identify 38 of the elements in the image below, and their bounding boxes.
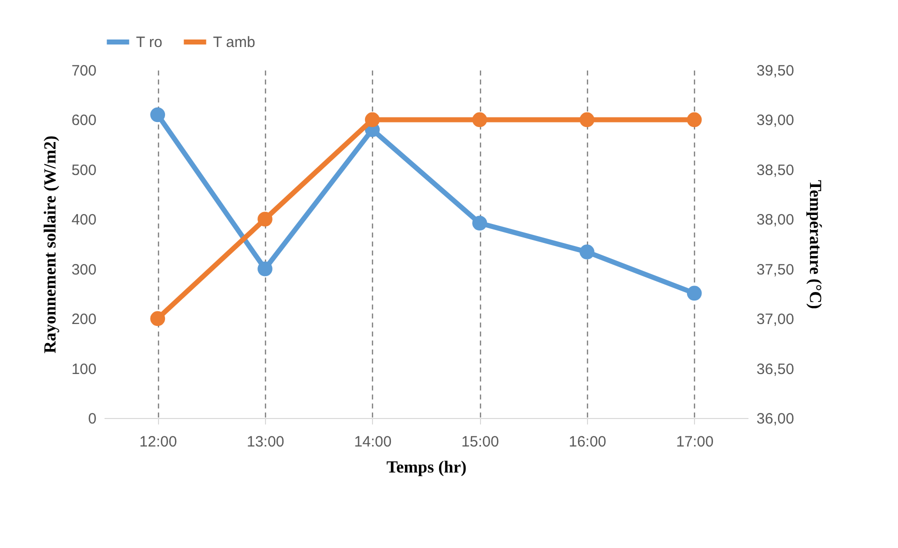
legend-label: T amb <box>213 34 256 51</box>
y2-tick-label: 38,50 <box>756 162 794 179</box>
y2-tick-label: 38,00 <box>756 212 794 229</box>
y2-tick-label: 36,50 <box>756 360 794 378</box>
y2-tick-label: 37,50 <box>756 261 794 278</box>
x-tick-label: 12:00 <box>139 434 177 450</box>
legend-label: T ro <box>136 34 162 51</box>
x-tick-label: 16:00 <box>568 434 606 450</box>
point <box>580 244 594 260</box>
point <box>364 112 380 128</box>
y-tick-label: 400 <box>71 212 96 229</box>
y-tick-label: 700 <box>71 62 96 80</box>
y-tick-label: 200 <box>71 311 96 328</box>
y-tick-label: 300 <box>71 261 96 278</box>
y-tick-label: 500 <box>71 162 96 179</box>
point <box>686 286 702 301</box>
x-tick-label: 14:00 <box>354 434 392 450</box>
x-axis-title: Temps (hr) <box>386 458 467 476</box>
point <box>258 212 272 227</box>
x-tick-label: 15:00 <box>461 434 499 450</box>
y2-tick-label: 37,00 <box>756 311 794 328</box>
point <box>686 112 702 128</box>
point <box>472 216 488 231</box>
point <box>472 112 488 128</box>
y-axis-title: Rayonnement sollaire (W/m2) <box>40 136 60 354</box>
point <box>580 112 594 128</box>
y2-tick-label: 39,00 <box>756 112 794 130</box>
point <box>150 311 166 326</box>
y-tick-label: 100 <box>71 360 96 378</box>
y-tick-label: 600 <box>71 112 96 130</box>
x-tick-label: 17:00 <box>676 434 714 450</box>
x-tick-label: 13:00 <box>246 434 284 450</box>
y-tick-label: 0 <box>88 410 96 428</box>
point <box>258 261 272 276</box>
y2-tick-label: 36,00 <box>756 410 794 428</box>
point <box>150 107 166 122</box>
y2-tick-label: 39,50 <box>756 62 794 80</box>
y2-axis-title: Température (°C) <box>806 180 826 310</box>
